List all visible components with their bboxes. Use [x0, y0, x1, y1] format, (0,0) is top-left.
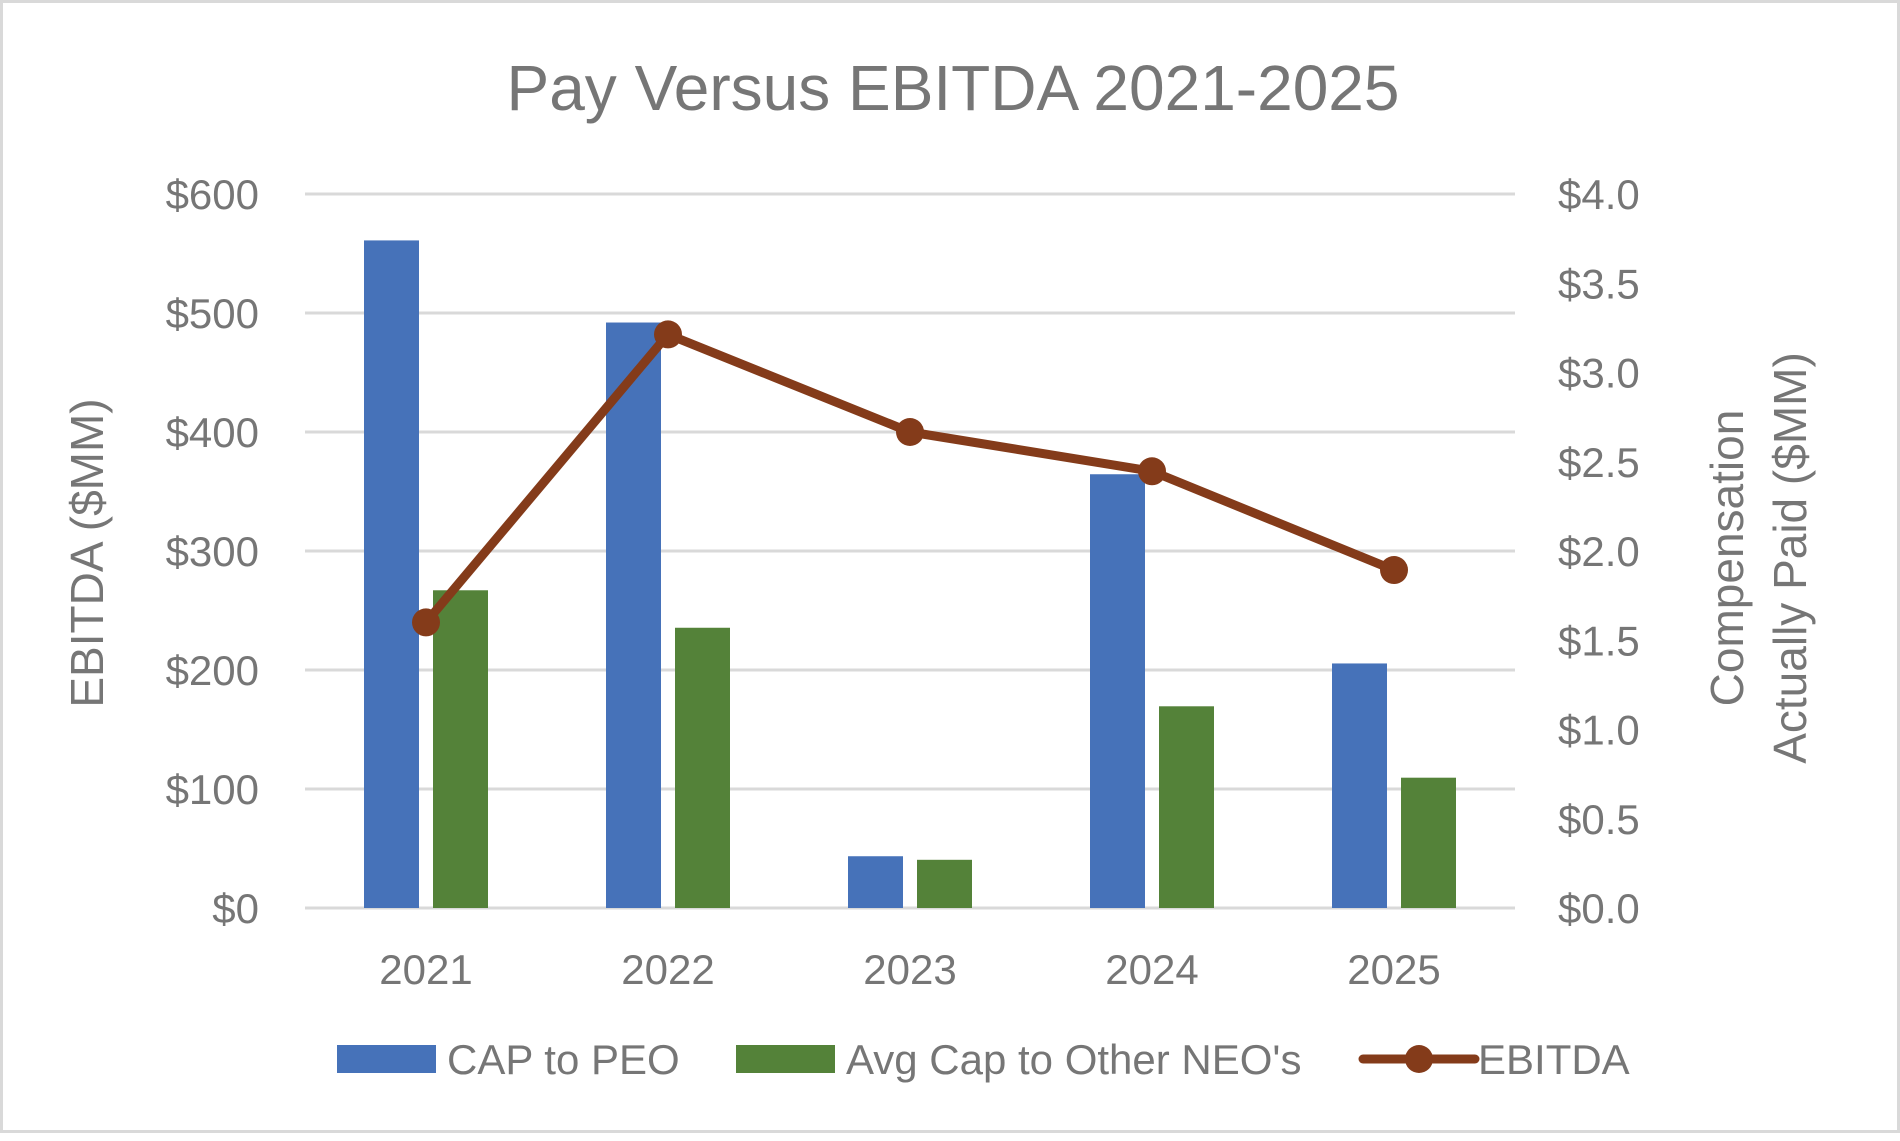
ebitda-marker-2021	[412, 608, 440, 637]
left-axis-ticks: $0 $100 $200 $300 $400 $500 $600	[166, 171, 259, 932]
right-axis-title-line1: Compensation	[1701, 410, 1753, 707]
right-axis-title-line2: Actually Paid ($MM)	[1764, 352, 1816, 764]
right-tick-label: $1.0	[1558, 707, 1640, 754]
bar-cap-to-peo-2021	[364, 240, 419, 908]
bars	[364, 240, 1456, 908]
right-tick-label: $1.5	[1558, 617, 1640, 664]
left-tick-label: $500	[166, 290, 259, 337]
right-axis-ticks: $0.0 $0.5 $1.0 $1.5 $2.0 $2.5 $3.0 $3.5 $4.0	[1558, 171, 1640, 932]
right-tick-label: $3.5	[1558, 260, 1640, 307]
bar-cap-to-peo-2024	[1090, 474, 1145, 908]
category-label-2024: 2024	[1105, 946, 1198, 993]
ebitda-line-series	[412, 320, 1408, 637]
bar-avg-cap-other-neos-2025	[1401, 777, 1456, 908]
legend: CAP to PEO Avg Cap to Other NEO's EBITDA	[337, 1036, 1630, 1083]
ebitda-line	[421, 329, 1399, 627]
category-label-2025: 2025	[1347, 946, 1440, 993]
left-axis-title: EBITDA ($MM)	[61, 398, 113, 707]
right-tick-label: $2.0	[1558, 528, 1640, 575]
left-tick-label: $600	[166, 171, 259, 218]
bar-cap-to-peo-2022	[606, 322, 661, 908]
right-tick-label: $3.0	[1558, 350, 1640, 397]
bar-cap-to-peo-2025	[1332, 663, 1387, 908]
right-tick-label: $2.5	[1558, 439, 1640, 486]
right-tick-label: $0.0	[1558, 885, 1640, 932]
ebitda-marker-2022	[654, 320, 682, 349]
legend-marker-ebitda	[1405, 1045, 1433, 1073]
ebitda-marker-2023	[896, 418, 924, 446]
ebitda-marker-2024	[1138, 457, 1166, 486]
right-tick-label: $0.5	[1558, 796, 1640, 843]
left-tick-label: $400	[166, 409, 259, 456]
left-tick-label: $0	[212, 885, 259, 932]
bar-avg-cap-other-neos-2024	[1159, 706, 1214, 908]
ebitda-marker-2025	[1380, 556, 1408, 585]
category-label-2022: 2022	[621, 946, 714, 993]
legend-swatch-avg-cap-other-neos	[736, 1045, 835, 1073]
left-tick-label: $100	[166, 766, 259, 813]
left-tick-label: $300	[166, 528, 259, 575]
bar-avg-cap-other-neos-2023	[917, 859, 972, 908]
legend-swatch-cap-to-peo	[337, 1045, 436, 1073]
category-label-2023: 2023	[863, 946, 956, 993]
chart-title: Pay Versus EBITDA 2021-2025	[507, 52, 1400, 124]
legend-label-cap-to-peo: CAP to PEO	[447, 1036, 680, 1083]
category-label-2021: 2021	[379, 946, 472, 993]
right-tick-label: $4.0	[1558, 171, 1640, 218]
left-tick-label: $200	[166, 647, 259, 694]
chart-svg: Pay Versus EBITDA 2021-2025 $0 $100 $200 $3…	[61, 52, 1816, 1083]
legend-label-ebitda: EBITDA	[1478, 1036, 1630, 1083]
legend-label-avg-cap-other-neos: Avg Cap to Other NEO's	[846, 1036, 1301, 1083]
category-labels: 2021 2022 2023 2024 2025	[379, 946, 1440, 993]
bar-cap-to-peo-2023	[848, 856, 903, 908]
bar-avg-cap-other-neos-2021	[433, 590, 488, 908]
bar-avg-cap-other-neos-2022	[675, 627, 730, 908]
